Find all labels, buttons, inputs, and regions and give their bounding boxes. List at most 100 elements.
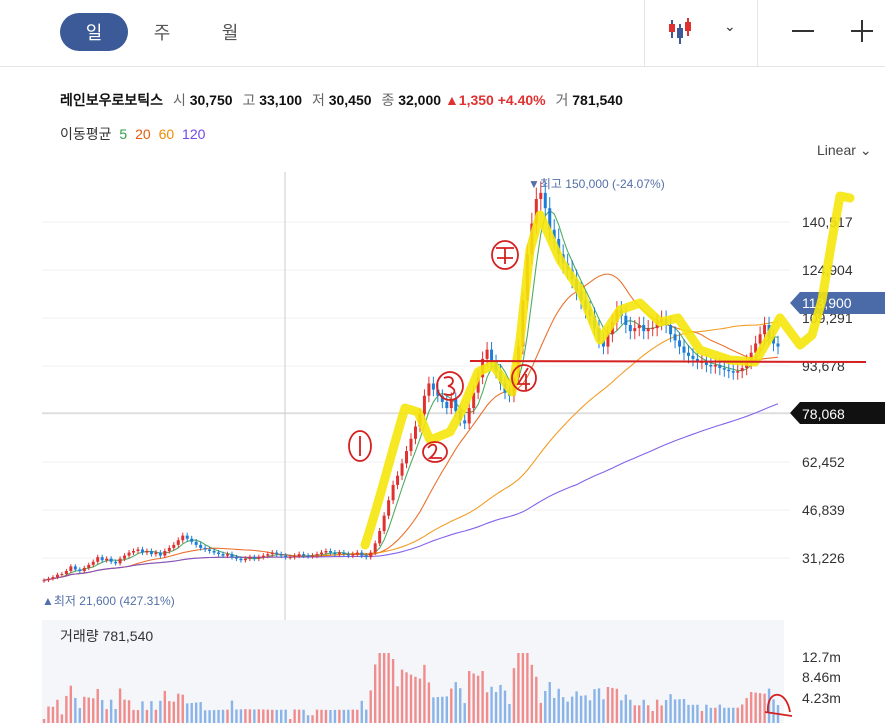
candle-body — [145, 551, 149, 553]
volume-bar — [745, 698, 748, 723]
red-support-line — [469, 360, 867, 363]
volume-bar — [306, 715, 310, 723]
y-tick-label: 62,452 — [802, 454, 845, 470]
candle-body — [485, 349, 489, 359]
minus-icon[interactable] — [792, 30, 814, 32]
ma-label: 이동평균 — [60, 126, 112, 142]
candle-body — [382, 515, 386, 532]
candle-body — [279, 554, 283, 556]
volume-pane-label: 거래량 781,540 — [60, 628, 153, 644]
candle-body — [257, 557, 261, 559]
price-summary: 레인보우로보틱스 시 30,750 고 33,100 저 30,450 종 32… — [60, 90, 623, 110]
volume-bar — [588, 700, 592, 723]
volume-bar — [467, 671, 471, 723]
candle-body — [360, 552, 364, 556]
volume-bar — [624, 694, 628, 723]
volume-bar — [65, 695, 68, 723]
candle-body — [297, 554, 301, 556]
open-price: 30,750 — [189, 92, 233, 108]
candle-body — [373, 543, 377, 553]
volume-bar — [669, 694, 672, 723]
candle-body — [306, 555, 310, 557]
volume-bar — [763, 693, 766, 723]
volume-bar — [499, 684, 502, 723]
volume-bar — [414, 676, 417, 723]
volume-bar — [651, 711, 654, 723]
volume-bar — [655, 699, 659, 723]
volume-bar — [83, 696, 86, 723]
volume-bar — [168, 701, 171, 723]
candle-body — [369, 552, 373, 558]
candle-body — [333, 552, 337, 555]
volume-bar — [329, 710, 332, 723]
min-price-label: ▲최저 21,600 (427.31%) — [42, 594, 175, 608]
volume-bar — [418, 678, 422, 723]
volume-bar — [633, 705, 636, 723]
plus-icon[interactable] — [851, 20, 873, 42]
volume-bar — [584, 695, 587, 723]
candle-body — [628, 325, 632, 332]
candle-body — [490, 349, 494, 362]
candle-body — [82, 567, 86, 571]
volume-bar — [324, 709, 328, 723]
volume-bar — [288, 719, 292, 723]
candle-body — [427, 383, 431, 396]
volume-bar — [391, 659, 395, 723]
moving-average-legend[interactable]: 이동평균 5 20 60 120 — [60, 124, 205, 144]
volume-bar — [548, 682, 551, 723]
chevron-down-icon: ⌄ — [859, 142, 872, 158]
candle-body — [87, 564, 91, 568]
volume-bar — [539, 702, 542, 723]
scale-selector[interactable]: Linear ⌄ — [817, 142, 872, 159]
volume-bar — [557, 688, 560, 723]
volume-bar — [74, 697, 77, 723]
candle-body — [78, 569, 82, 571]
volume-bar — [463, 703, 466, 723]
volume-bar — [450, 688, 453, 723]
stock-name: 레인보우로보틱스 — [60, 92, 164, 108]
volume-bar — [208, 710, 211, 723]
candle-body — [754, 343, 758, 353]
candle-body — [199, 544, 203, 548]
volume-bar — [118, 688, 122, 723]
volume-bar — [606, 687, 610, 723]
volume-bar — [320, 709, 323, 723]
volume-bar — [284, 709, 287, 723]
volume-bar — [400, 669, 404, 723]
tab-weekly[interactable]: 주 — [153, 23, 171, 43]
volume-bar — [342, 709, 346, 723]
volume-bar — [60, 714, 64, 723]
tab-daily[interactable]: 일 — [60, 13, 128, 51]
candle-body — [646, 328, 650, 332]
candle-body — [431, 383, 435, 390]
volume-bar — [302, 709, 305, 723]
candle-body — [682, 346, 686, 353]
candle-body — [400, 463, 404, 476]
volume-bar — [186, 703, 189, 723]
candlestick-icon[interactable] — [668, 16, 696, 51]
candle-body — [378, 531, 382, 544]
candle-body — [476, 377, 480, 393]
candle-body — [472, 392, 476, 409]
volume-bar — [351, 709, 355, 723]
candle-body — [221, 554, 225, 556]
handwritten-numbers — [348, 240, 793, 717]
volume-bar — [481, 671, 484, 723]
candle-body — [46, 578, 50, 581]
volume-bar — [199, 702, 202, 723]
volume-bar — [494, 692, 498, 723]
candle-body — [606, 334, 610, 347]
volume-bar — [714, 707, 717, 723]
volume-bar — [333, 709, 337, 723]
chart-toolbar: 일 주 월 ⌄ — [0, 0, 885, 67]
volume-bar — [709, 707, 713, 723]
crosshair-price-tag: 78,068 — [790, 402, 885, 424]
volume-bar — [593, 689, 596, 723]
chevron-down-icon[interactable]: ⌄ — [724, 18, 736, 34]
candle-body — [163, 551, 167, 556]
candle-body — [167, 547, 171, 552]
candle-body — [51, 577, 55, 579]
tab-monthly[interactable]: 월 — [221, 23, 239, 43]
volume-bar — [194, 702, 198, 723]
